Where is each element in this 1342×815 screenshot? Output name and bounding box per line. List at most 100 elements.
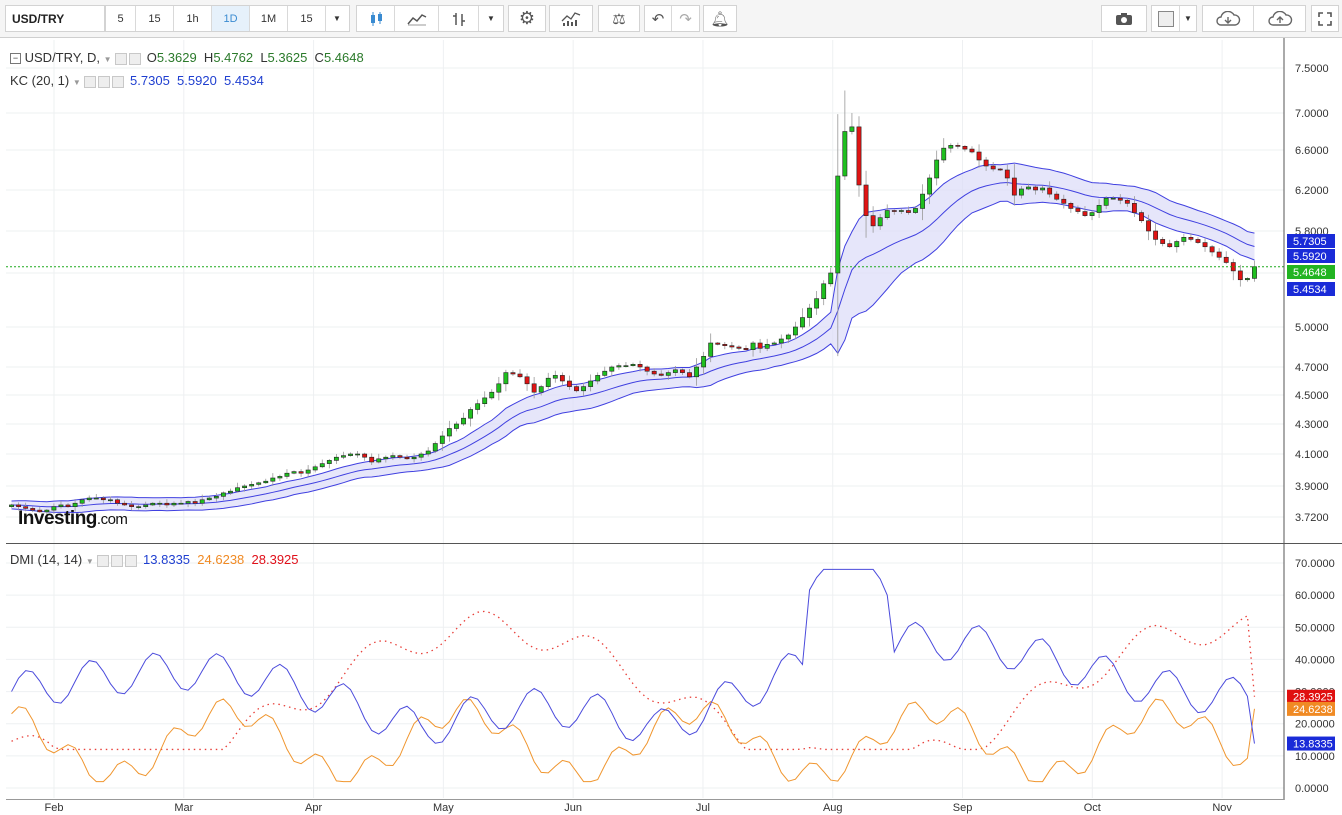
interval-dropdown-button[interactable]: ▼ (326, 6, 348, 31)
candle-body (270, 477, 276, 482)
fullscreen-button[interactable] (1312, 6, 1338, 31)
candle-body (757, 342, 763, 349)
snapshot-button[interactable] (1102, 6, 1146, 31)
candle-body (531, 383, 537, 393)
close-icon[interactable] (125, 554, 138, 567)
candle-body (277, 476, 283, 479)
candle-body (898, 210, 904, 212)
low-label: L (260, 50, 268, 65)
candle-body (503, 372, 509, 385)
redo-button[interactable]: ↷ (672, 6, 699, 31)
candle-body (927, 177, 933, 195)
cloud-upload-button[interactable] (1254, 6, 1305, 31)
candle-body (312, 466, 318, 471)
candle-body (1068, 203, 1074, 209)
candle-body (609, 366, 615, 372)
price-chart[interactable]: 7.50007.00006.60006.20005.80005.40005.00… (0, 38, 1342, 815)
candle-body (16, 504, 22, 507)
candle-body (793, 326, 798, 336)
color-dropdown-button[interactable]: ▼ (1180, 6, 1196, 31)
candle-body (319, 463, 325, 468)
candle-body (807, 307, 812, 318)
candle-body (771, 342, 777, 345)
candle-body (220, 492, 226, 497)
candle-body (30, 508, 36, 511)
candle-body (870, 215, 876, 227)
interval-1m-button[interactable]: 1M (250, 6, 288, 31)
high-value: 5.4762 (213, 50, 254, 65)
settings-small-icon[interactable] (98, 75, 111, 88)
visibility-icon[interactable] (97, 554, 110, 567)
interval-1h-button[interactable]: 1h (174, 6, 212, 31)
candle-body (1167, 243, 1173, 248)
candle-body (348, 453, 353, 456)
candlestick-button[interactable] (357, 6, 395, 31)
kc-legend: KC (20, 1) ▼ 5.7305 5.5920 5.4534 (10, 73, 264, 88)
interval-1d-button[interactable]: 1D (212, 6, 250, 31)
color-button[interactable] (1152, 6, 1180, 31)
candle-body (906, 210, 911, 213)
line-chart-button[interactable] (395, 6, 439, 31)
candle-body (291, 471, 297, 474)
candle-body (1054, 193, 1060, 200)
candle-body (446, 428, 452, 437)
chevron-down-icon: ▼ (1184, 14, 1192, 23)
candle-body (58, 504, 64, 507)
symbol-box[interactable]: USD/TRY (5, 5, 105, 32)
kc-upper-line (11, 162, 1255, 503)
kc-mid-tag: 5.5920 (1293, 251, 1327, 263)
interval-custom-button[interactable]: 15 (288, 6, 326, 31)
interval-5m-button[interactable]: 5 (106, 6, 136, 31)
candle-body (496, 383, 502, 393)
cloud-group (1202, 5, 1306, 32)
indicators-button[interactable] (550, 6, 592, 31)
candle-body (722, 344, 728, 346)
candle-body (983, 159, 989, 167)
di-plus-tag: 28.3925 (1293, 692, 1333, 704)
candle-body (390, 455, 396, 458)
candle-body (65, 504, 71, 507)
cloud-download-button[interactable] (1203, 6, 1254, 31)
candle-body (383, 456, 389, 460)
axes: 7.50007.00006.60006.20005.80005.40005.00… (6, 38, 1342, 814)
candle-body (79, 499, 85, 504)
candle-body (602, 370, 608, 376)
candle-body (178, 502, 184, 505)
chevron-down-icon[interactable]: ▼ (85, 557, 94, 566)
chevron-down-icon[interactable]: ▼ (72, 78, 81, 87)
bar-chart-button[interactable] (439, 6, 479, 31)
chevron-down-icon[interactable]: ▼ (103, 55, 112, 64)
candle-body (404, 456, 410, 460)
close-icon[interactable] (112, 75, 125, 88)
indicators-group (549, 5, 593, 32)
indicators-icon (561, 11, 581, 26)
main-legend: − USD/TRY, D, ▼ O5.3629 H5.4762 L5.3625 … (10, 50, 364, 65)
settings-small-icon[interactable] (111, 554, 124, 567)
candle-body (72, 502, 78, 507)
x-tick-label: Jun (564, 802, 582, 814)
candle-body (1160, 239, 1166, 244)
candle-body (941, 147, 947, 161)
candle-body (1174, 241, 1180, 248)
candle-body (1082, 211, 1088, 216)
compare-button[interactable]: ⚖ (599, 6, 639, 31)
candle-body (489, 391, 495, 399)
interval-15m-button[interactable]: 15 (136, 6, 174, 31)
candle-body (877, 217, 883, 227)
settings-small-icon[interactable] (129, 52, 142, 65)
candle-body (1131, 203, 1137, 213)
settings-button[interactable]: ⚙ (509, 6, 545, 31)
visibility-icon[interactable] (84, 75, 97, 88)
alert-button[interactable]: 🔔︎ (704, 6, 736, 31)
investing-logo: Investing.com (18, 508, 128, 530)
collapse-icon[interactable]: − (10, 53, 21, 65)
chart-type-dropdown-button[interactable]: ▼ (479, 6, 503, 31)
candle-body (545, 377, 551, 387)
candle-body (376, 458, 382, 463)
candle-body (150, 502, 156, 506)
candle-body (552, 375, 558, 379)
visibility-icon[interactable] (115, 52, 128, 65)
candle-body (955, 145, 961, 147)
adx-tag: 13.8335 (1293, 739, 1333, 751)
undo-button[interactable]: ↶ (645, 6, 672, 31)
